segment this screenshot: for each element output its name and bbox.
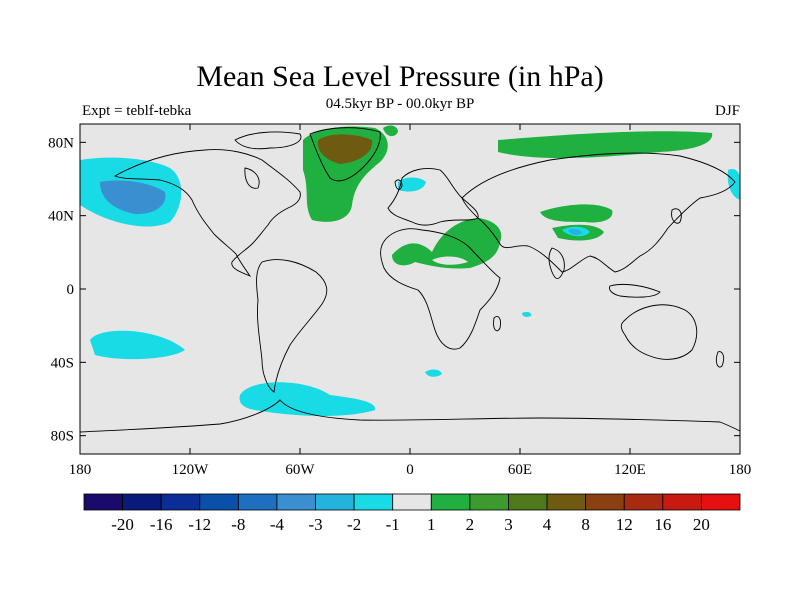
x-tick-label: 180: [729, 462, 752, 478]
coast-north-america: [113, 149, 301, 277]
colorbar-swatch: [83, 493, 123, 511]
colorbar-swatch: [392, 493, 432, 511]
x-tick-label: 120W: [172, 462, 210, 478]
coast-hudson: [244, 167, 260, 189]
x-tick-label: 0: [406, 462, 414, 478]
x-tick-label: 120E: [614, 462, 646, 478]
colorbar-label: -16: [150, 515, 173, 534]
colorbar-swatch: [546, 493, 587, 511]
season-label: DJF: [714, 103, 740, 119]
anomaly-tibet-core: [568, 229, 582, 235]
experiment-label: Expt = teblf-tebka: [82, 103, 192, 119]
colorbar-label: 12: [616, 515, 633, 534]
colorbar-swatch: [237, 493, 278, 511]
y-tick-label: 80S: [51, 429, 74, 445]
colorbar-swatch: [353, 493, 394, 511]
plot-title: Mean Sea Level Pressure (in hPa): [196, 60, 604, 93]
plot-subtitle: 04.5kyr BP - 00.0kyr BP: [325, 96, 475, 112]
colorbar-label: 4: [543, 515, 552, 534]
x-tick-label: 180: [69, 462, 92, 478]
anomaly-africa-middle-east: [392, 218, 502, 269]
colorbar-label: -1: [386, 515, 400, 534]
colorbar-label: -12: [188, 515, 211, 534]
coast-australia: [620, 304, 698, 360]
anomaly-africa-gap: [432, 256, 468, 265]
colorbar-swatch: [430, 493, 471, 511]
colorbar-swatch: [508, 493, 548, 511]
y-tick-label: 40S: [51, 355, 74, 371]
colorbar-label: -2: [347, 515, 361, 534]
colorbar-swatch: [315, 493, 355, 511]
anomaly-south-pacific: [90, 330, 185, 360]
coastlines: [80, 127, 740, 433]
x-tick-label: 60W: [285, 462, 315, 478]
x-tick-label: 60E: [508, 462, 532, 478]
colorbar-swatch: [122, 493, 162, 511]
coast-britain: [394, 179, 403, 190]
coast-europe: [387, 167, 479, 226]
colorbar-label: 1: [427, 515, 436, 534]
colorbar-swatch: [160, 493, 201, 511]
y-tick-label: 80N: [48, 135, 74, 151]
colorbar-label: -3: [308, 515, 322, 534]
coast-antarctica: [80, 399, 740, 433]
anomaly-east-edge: [727, 169, 740, 200]
colorbar-swatch: [469, 493, 509, 511]
coast-africa: [380, 228, 501, 350]
coast-new-zealand: [715, 351, 725, 368]
y-tick-label: 0: [67, 282, 75, 298]
coast-greenland: [309, 127, 381, 182]
colorbar-swatch: [623, 493, 664, 511]
colorbar-swatch: [662, 493, 702, 511]
colorbar-label: 3: [504, 515, 513, 534]
colorbar-swatch: [199, 493, 239, 511]
anomaly-south-atlantic: [425, 369, 442, 377]
anomaly-arctic: [498, 131, 713, 159]
colorbar-label: 2: [466, 515, 475, 534]
coast-madagascar: [493, 316, 501, 332]
anomaly-norwegian-sea: [398, 177, 426, 192]
anomaly-greenland-core: [317, 134, 373, 164]
coast-south-america: [256, 259, 328, 393]
colorbar-label: -4: [270, 515, 285, 534]
colorbar-swatch: [585, 493, 625, 511]
y-tick-label: 40N: [48, 209, 74, 225]
coast-arctic-islands: [234, 131, 302, 150]
colorbar-label: 8: [581, 515, 590, 534]
colorbar-swatch: [276, 493, 316, 511]
anomaly-central-asia: [540, 204, 613, 223]
coast-india: [548, 247, 565, 279]
colorbar-label: 20: [693, 515, 710, 534]
coast-asia: [461, 152, 736, 273]
coast-indonesia: [609, 283, 661, 298]
anomaly-drake: [239, 382, 376, 416]
anomaly-north-pacific-core: [100, 180, 166, 215]
coast-japan: [671, 208, 682, 224]
colorbar-label: 16: [654, 515, 671, 534]
colorbar-label: -20: [111, 515, 134, 534]
anomaly-greenland-ne: [383, 125, 398, 137]
colorbar-label: -8: [231, 515, 245, 534]
colorbar-swatch: [701, 493, 741, 511]
anomaly-indian-small: [522, 312, 532, 317]
